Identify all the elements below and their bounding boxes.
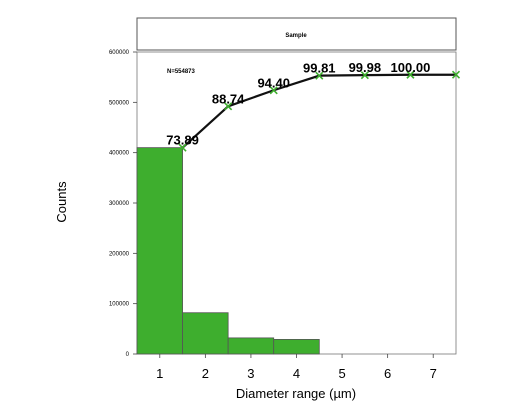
x-tick-label: 5 xyxy=(338,366,345,381)
cumulative-marker xyxy=(315,71,324,80)
y-tick-label: 500000 xyxy=(109,100,130,106)
cumulative-marker xyxy=(224,102,233,111)
x-tick-label: 6 xyxy=(384,366,391,381)
cumulative-percent-label: 99.98 xyxy=(349,60,382,75)
histogram-bar-1 xyxy=(136,147,183,355)
panel-header xyxy=(136,17,457,51)
cumulative-marker xyxy=(269,86,278,95)
panel-title: Sample xyxy=(285,33,307,39)
x-axis-label: Diameter range (µm) xyxy=(236,386,356,401)
y-tick-label: 300000 xyxy=(109,201,130,207)
histogram-bar-3 xyxy=(227,337,275,355)
y-axis-label: Counts xyxy=(54,181,69,223)
histogram-bar-2 xyxy=(182,312,229,355)
cumulative-marker xyxy=(360,71,369,80)
y-tick-label: 100000 xyxy=(109,302,130,308)
cumulative-percent-label: 100.00 xyxy=(391,60,431,75)
x-tick-label: 3 xyxy=(247,366,254,381)
cumulative-percent-label: 88.74 xyxy=(212,91,245,106)
sample-size-annotation: N=554873 xyxy=(167,69,196,75)
axes-layer: 0 100000 200000 300000 400000 500000 600000 1 2 3… xyxy=(109,50,437,381)
cumulative-percent-label: 73.89 xyxy=(166,133,199,148)
x-tick-label: 2 xyxy=(202,366,209,381)
y-tick-label: 600000 xyxy=(109,50,130,56)
cumulative-marker xyxy=(406,70,415,79)
y-tick-label: 0 xyxy=(126,352,130,358)
y-tick-label: 200000 xyxy=(109,251,130,257)
cumulative-percent-label: 99.81 xyxy=(303,61,336,76)
x-tick-label: 1 xyxy=(156,366,163,381)
cumulative-layer: 73.89 88.74 94.40 99.81 99.98 100.00 xyxy=(166,60,461,152)
cumulative-percent-label: 94.40 xyxy=(257,75,290,90)
x-tick-label: 4 xyxy=(293,366,300,381)
bars-layer xyxy=(136,147,320,355)
y-tick-label: 400000 xyxy=(109,151,130,157)
x-tick-label: 7 xyxy=(430,366,437,381)
cumulative-marker xyxy=(451,70,461,79)
histogram-bar-4 xyxy=(273,339,320,355)
cumulative-marker xyxy=(178,143,187,152)
plot-area xyxy=(136,51,457,355)
